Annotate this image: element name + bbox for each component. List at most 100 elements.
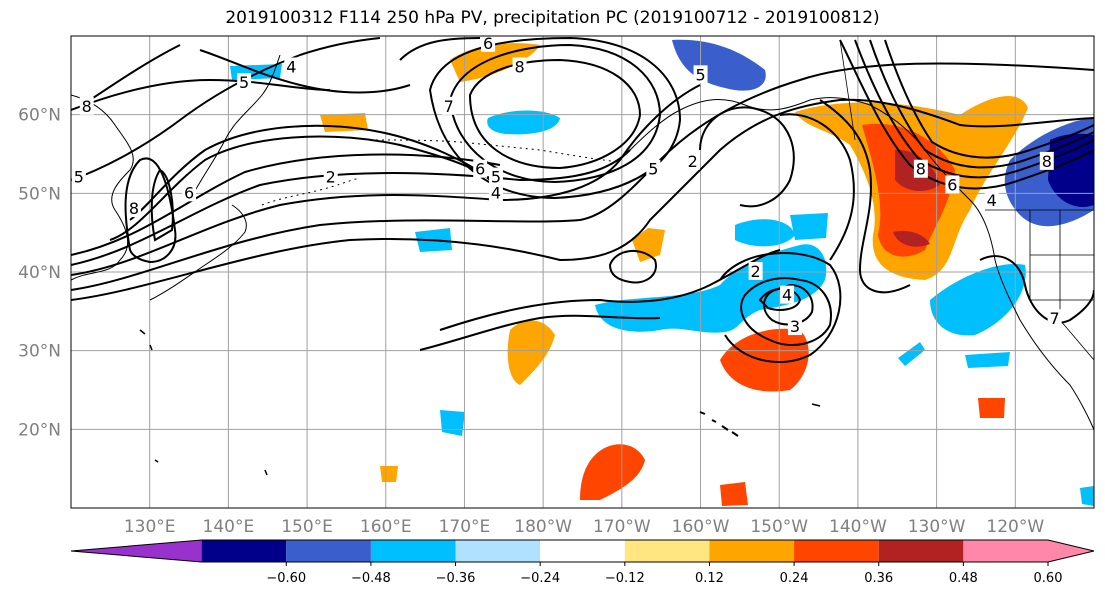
- contour-label: 6: [947, 175, 957, 194]
- latitude-labels: 20°N 30°N 40°N 50°N 60°N: [18, 106, 61, 441]
- precip-negative-region: [965, 352, 1010, 368]
- contour-label: 8: [129, 199, 139, 218]
- pv-contour-line: [884, 39, 1094, 159]
- contour-label-background: [984, 191, 999, 210]
- colorbar-extend-low: [71, 540, 202, 562]
- latitude-tick-label: 20°N: [18, 420, 61, 440]
- precip-negative-region: [672, 39, 766, 91]
- contour-label-background: [780, 285, 795, 304]
- colorbar-tick-label: −0.48: [351, 571, 391, 586]
- precip-negative-region: [1080, 486, 1094, 506]
- contour-label-background: [79, 96, 94, 115]
- pv-contour-line: [439, 249, 781, 331]
- contour-label: 8: [1042, 152, 1052, 171]
- contour-label: 5: [648, 160, 658, 179]
- longitude-tick-label: 150°E: [281, 517, 333, 537]
- pv-contour-line: [71, 149, 631, 266]
- contour-label: 5: [491, 168, 501, 187]
- precip-strong-positive-region: [862, 123, 955, 257]
- contour-label-background: [488, 167, 503, 186]
- contour-label: 8: [916, 160, 926, 179]
- latitude-tick-label: 30°N: [18, 342, 61, 362]
- pv-contour-line: [699, 106, 795, 208]
- longitude-tick-label: 160°E: [360, 517, 412, 537]
- contour-label-background: [945, 175, 960, 194]
- pv-contour-line: [129, 124, 486, 221]
- contour-label-background: [284, 57, 299, 76]
- latitude-tick-label: 40°N: [18, 263, 61, 283]
- precip-negative-region: [440, 410, 465, 436]
- contour-label-background: [126, 199, 141, 218]
- contour-label-background: [646, 159, 661, 178]
- longitude-tick-label: 130°W: [908, 517, 966, 537]
- pv-contour-line: [109, 135, 491, 241]
- borders: [839, 39, 1094, 361]
- contour-label-background: [323, 167, 338, 186]
- contour-label: 2: [688, 152, 698, 171]
- latitude-tick-label: 50°N: [18, 184, 61, 204]
- contour-label: 4: [782, 286, 792, 305]
- contour-label: 5: [695, 65, 705, 84]
- longitude-tick-label: 160°W: [672, 517, 730, 537]
- colorbar-tick-label: −0.36: [436, 571, 476, 586]
- contour-label-background: [182, 183, 197, 202]
- precip-positive-region: [978, 398, 1005, 418]
- longitude-tick-label: 170°W: [593, 517, 651, 537]
- pv-contour-line: [71, 98, 1094, 301]
- longitude-tick-label: 180°W: [514, 517, 572, 537]
- colorbar-bin: [286, 540, 371, 562]
- contour-label-background: [237, 73, 252, 92]
- contour-label-background: [481, 36, 496, 52]
- colorbar-tick-label: 0.36: [864, 571, 893, 586]
- colorbar-tick-label: −0.60: [266, 571, 306, 586]
- colorbar-bin: [878, 540, 964, 562]
- pv-contour-line: [819, 99, 911, 294]
- colorbar-bin: [370, 540, 456, 562]
- pacific-islands: [139, 329, 821, 476]
- kamchatka-coastline: [189, 54, 281, 201]
- colorbar-tick-label: 0.48: [949, 571, 978, 586]
- contour-label: 4: [987, 191, 997, 210]
- contour-label-background: [787, 317, 802, 336]
- contour-label: 7: [1050, 309, 1060, 328]
- contour-label-background: [512, 57, 527, 76]
- longitude-tick-label: 120°W: [986, 517, 1044, 537]
- bc-coastline: [869, 104, 1094, 431]
- pv-contours: [71, 36, 1094, 363]
- contour-label: 2: [326, 168, 336, 187]
- contour-label: 4: [491, 183, 501, 202]
- alaska-coastline: [619, 97, 871, 161]
- contour-label-background: [441, 96, 456, 115]
- precip-very-strong-positive-region: [893, 230, 930, 247]
- pv-contour-line: [740, 277, 832, 346]
- contour-label-background: [488, 183, 503, 202]
- contour-label-background: [685, 151, 700, 170]
- colorbar-bin: [624, 540, 710, 562]
- colorbar-tick-label: −0.24: [520, 571, 560, 586]
- precip-positive-region: [450, 43, 540, 82]
- hawaii-islands: [699, 411, 739, 437]
- coastlines: [71, 54, 1094, 476]
- colorbar-tick-label: 0.12: [695, 571, 724, 586]
- colorbar-tick-label: 0.60: [1034, 571, 1063, 586]
- precip-negative-region: [790, 213, 828, 240]
- pv-contour-line: [869, 39, 1094, 169]
- longitude-tick-label: 130°E: [124, 517, 176, 537]
- contour-label: 6: [184, 183, 194, 202]
- contour-label: 5: [239, 73, 249, 92]
- aleutian-chain: [369, 139, 621, 163]
- contour-label-background: [913, 159, 928, 178]
- colorbar-tick-label: 0.24: [780, 571, 809, 586]
- longitude-labels: 130°E 140°E 150°E 160°E 170°E 180°W 170°W 160°W…: [124, 517, 1045, 537]
- pv-contour-line: [448, 43, 662, 184]
- colorbar-outline: [70, 539, 1095, 563]
- pv-contour-line: [199, 49, 411, 94]
- longitude-tick-label: 150°W: [750, 517, 808, 537]
- map-frame: [70, 35, 1095, 509]
- asia-coastline: [71, 94, 134, 281]
- pv-contour-line: [150, 168, 174, 242]
- contour-label: 6: [483, 34, 493, 53]
- latitude-tick-label: 60°N: [18, 106, 61, 126]
